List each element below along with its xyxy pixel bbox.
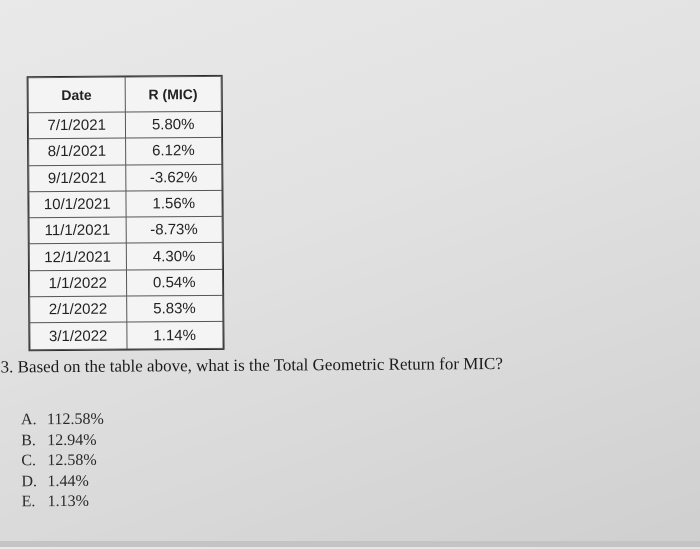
table-row: 7/1/2021 5.80% — [28, 111, 222, 140]
option-value: 112.58% — [46, 410, 104, 429]
answer-options: A. 112.58% B. 12.94% C. 12.58% D. 1.44% E. 1.… — [21, 410, 104, 513]
option-letter: A. — [20, 411, 37, 429]
row-date: 11/1/2021 — [29, 217, 126, 245]
row-return: 0.54% — [125, 269, 223, 297]
table-row: 2/1/2022 5.83% — [29, 295, 223, 324]
table-row: 11/1/2021 -8.73% — [29, 216, 223, 245]
answer-option-d[interactable]: D. 1.44% — [21, 471, 104, 492]
table-row: 10/1/2021 1.56% — [28, 190, 223, 218]
row-date: 10/1/2021 — [28, 190, 126, 218]
row-return: 4.30% — [125, 242, 223, 270]
row-return: 1.56% — [125, 190, 223, 218]
row-date: 2/1/2022 — [29, 296, 127, 324]
row-date: 1/1/2022 — [29, 269, 127, 297]
option-letter: C. — [21, 452, 37, 470]
row-date: 8/1/2021 — [28, 138, 126, 166]
answer-option-a[interactable]: A. 112.58% — [21, 410, 104, 431]
option-letter: B. — [21, 431, 36, 449]
table-header-row: Date R (MIC) — [28, 76, 222, 113]
answer-option-b[interactable]: B. 12.94% — [21, 430, 104, 451]
answer-option-c[interactable]: C. 12.58% — [21, 451, 104, 472]
option-value: 12.94% — [47, 431, 97, 449]
row-return: 5.80% — [124, 111, 222, 139]
row-date: 7/1/2021 — [28, 112, 126, 140]
table-row: 1/1/2022 0.54% — [29, 269, 223, 297]
option-letter: D. — [21, 472, 38, 490]
table-row: 9/1/2021 -3.62% — [28, 163, 222, 192]
row-return: 6.12% — [125, 137, 222, 165]
row-date: 9/1/2021 — [28, 164, 126, 192]
table-row: 12/1/2021 4.30% — [29, 242, 223, 271]
screen-bottom-edge — [0, 541, 700, 547]
table-row: 3/1/2022 1.14% — [29, 321, 224, 350]
row-return: -3.62% — [125, 163, 222, 191]
returns-table: Date R (MIC) 7/1/2021 5.80% 8/1/2021 6.1… — [28, 76, 224, 350]
row-return: -8.73% — [125, 216, 223, 244]
header-date: Date — [28, 77, 125, 113]
option-value: 1.44% — [47, 472, 89, 490]
option-value: 1.13% — [47, 492, 89, 511]
table-row: 8/1/2021 6.12% — [28, 137, 222, 166]
option-value: 12.58% — [47, 451, 97, 470]
question-text: 3. Based on the table above, what is the… — [0, 353, 503, 377]
returns-table-container: Date R (MIC) 7/1/2021 5.80% 8/1/2021 6.1… — [26, 74, 225, 351]
answer-option-e[interactable]: E. 1.13% — [22, 492, 105, 513]
row-date: 12/1/2021 — [29, 243, 126, 271]
option-letter: E. — [21, 493, 36, 511]
row-return: 5.83% — [126, 295, 223, 323]
row-return: 1.14% — [126, 321, 224, 349]
header-return: R (MIC) — [124, 76, 222, 113]
row-date: 3/1/2022 — [29, 322, 127, 350]
